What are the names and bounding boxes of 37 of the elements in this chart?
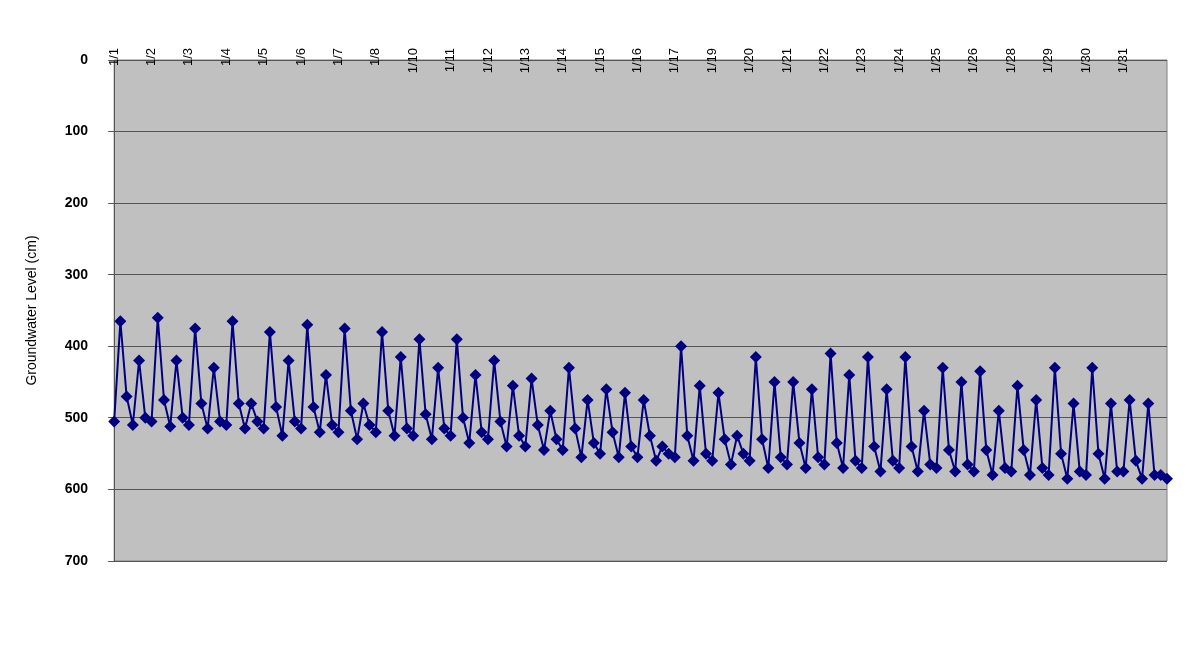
- y-tick-label: 500: [64, 408, 89, 425]
- y-tick-label: 700: [64, 551, 89, 568]
- x-tick-label: 1/4: [217, 48, 233, 67]
- x-tick-label: 1/25: [928, 48, 944, 74]
- x-tick-label: 1/15: [591, 48, 607, 74]
- x-tick-label: 1/3: [180, 48, 196, 67]
- x-tick-label: 1/21: [778, 48, 794, 74]
- y-tick-label: 0: [80, 50, 89, 67]
- x-tick-label: 1/14: [554, 48, 570, 74]
- x-tick-label: 1/19: [703, 48, 719, 74]
- x-tick-label: 1/30: [1077, 48, 1093, 74]
- x-tick-label: 1/5: [255, 48, 271, 67]
- y-tick-label: 400: [64, 337, 89, 354]
- y-tick-label: 600: [64, 480, 89, 497]
- x-tick-label: 1/28: [1002, 48, 1018, 74]
- x-tick-label: 1/26: [965, 48, 981, 74]
- x-tick-label: 1/2: [143, 48, 159, 67]
- x-tick-label: 1/17: [666, 48, 682, 74]
- x-tick-label: 1/10: [404, 48, 420, 74]
- x-tick-label: 1/20: [741, 48, 757, 74]
- x-tick-label: 1/31: [1114, 48, 1130, 74]
- y-tick-label: 100: [64, 122, 89, 139]
- x-tick-label: 1/7: [330, 48, 346, 67]
- x-tick-label: 1/16: [629, 48, 645, 74]
- y-tick-label: 200: [64, 194, 89, 210]
- x-tick-label: 1/23: [853, 48, 869, 74]
- x-tick-label: 1/12: [479, 48, 495, 74]
- x-tick-label: 1/6: [292, 48, 308, 67]
- y-axis-title: Groundwater Level (cm): [23, 235, 40, 386]
- x-tick-label: 1/22: [815, 48, 831, 74]
- y-tick-label: 300: [64, 265, 89, 282]
- x-tick-label: 1/8: [367, 48, 383, 67]
- x-tick-label: 1/11: [442, 48, 458, 73]
- x-tick-label: 1/29: [1040, 48, 1056, 74]
- x-tick-label: 1/24: [890, 48, 906, 74]
- x-tick-label: 1/13: [516, 48, 532, 74]
- x-tick-label: 1/1: [105, 48, 121, 67]
